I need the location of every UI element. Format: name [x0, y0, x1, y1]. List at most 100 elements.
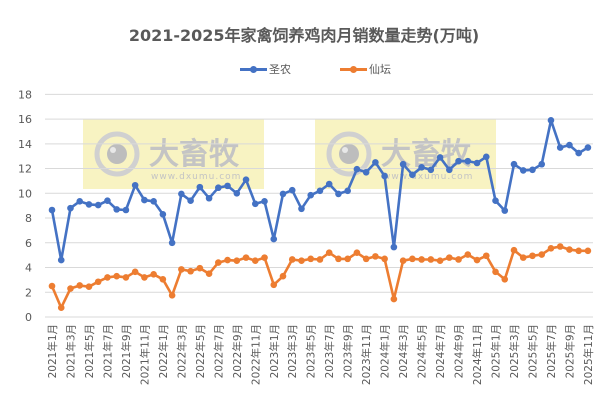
data-point[interactable] [288, 256, 296, 263]
data-point[interactable] [464, 157, 472, 165]
data-point[interactable] [446, 254, 453, 261]
data-point[interactable] [242, 176, 250, 183]
data-point[interactable] [261, 254, 268, 261]
data-point[interactable] [492, 197, 499, 205]
data-point[interactable] [455, 157, 462, 165]
data-point[interactable] [270, 235, 278, 243]
data-point[interactable] [205, 194, 213, 202]
data-point[interactable] [48, 206, 56, 214]
data-point[interactable] [427, 256, 435, 263]
data-point[interactable] [584, 247, 592, 255]
data-point[interactable] [159, 211, 167, 218]
data-point[interactable] [353, 249, 361, 256]
data-point[interactable] [399, 160, 407, 168]
data-point[interactable] [298, 257, 305, 265]
data-point[interactable] [418, 164, 425, 171]
data-point[interactable] [362, 168, 370, 176]
data-point[interactable] [76, 282, 84, 289]
data-point[interactable] [566, 246, 573, 253]
data-point[interactable] [233, 190, 241, 197]
data-point[interactable] [547, 245, 555, 252]
data-point[interactable] [436, 154, 444, 161]
data-point[interactable] [242, 254, 250, 261]
data-point[interactable] [584, 144, 592, 151]
data-point[interactable] [473, 256, 481, 264]
data-point[interactable] [159, 275, 167, 283]
data-point[interactable] [482, 153, 490, 161]
data-point[interactable] [205, 270, 213, 278]
data-point[interactable] [94, 201, 102, 209]
data-point[interactable] [57, 304, 65, 312]
data-point[interactable] [57, 256, 65, 264]
data-point[interactable] [224, 256, 231, 264]
data-point[interactable] [178, 266, 185, 273]
data-point[interactable] [178, 190, 185, 198]
data-point[interactable] [335, 190, 342, 198]
data-point[interactable] [224, 182, 231, 190]
data-point[interactable] [529, 252, 536, 260]
legend-item-xiantan[interactable]: 仙坛 [340, 61, 391, 77]
data-point[interactable] [196, 183, 204, 191]
data-point[interactable] [251, 257, 259, 265]
data-point[interactable] [141, 196, 148, 204]
data-point[interactable] [131, 268, 139, 276]
data-point[interactable] [482, 252, 490, 260]
data-point[interactable] [307, 191, 315, 199]
data-point[interactable] [556, 243, 564, 250]
data-point[interactable] [307, 255, 315, 263]
data-point[interactable] [251, 200, 259, 208]
data-point[interactable] [519, 254, 527, 261]
data-point[interactable] [122, 206, 130, 214]
data-point[interactable] [288, 186, 296, 194]
data-point[interactable] [390, 295, 398, 303]
data-point[interactable] [187, 197, 194, 205]
data-point[interactable] [510, 160, 518, 168]
data-point[interactable] [150, 271, 157, 278]
data-point[interactable] [279, 272, 287, 280]
data-point[interactable] [446, 166, 453, 174]
data-point[interactable] [381, 255, 388, 263]
data-point[interactable] [94, 278, 102, 286]
data-point[interactable] [362, 255, 370, 263]
data-point[interactable] [325, 249, 333, 256]
data-point[interactable] [353, 165, 361, 173]
data-point[interactable] [510, 246, 518, 254]
data-point[interactable] [575, 149, 582, 157]
data-point[interactable] [233, 257, 241, 265]
data-point[interactable] [131, 181, 139, 189]
data-point[interactable] [215, 259, 222, 266]
data-point[interactable] [85, 201, 93, 208]
data-point[interactable] [168, 292, 176, 299]
data-point[interactable] [501, 207, 509, 214]
data-point[interactable] [85, 283, 93, 290]
data-point[interactable] [113, 206, 120, 213]
data-point[interactable] [390, 243, 398, 251]
data-point[interactable] [372, 253, 379, 260]
data-point[interactable] [344, 255, 351, 263]
data-point[interactable] [372, 159, 379, 166]
data-point[interactable] [76, 198, 84, 205]
data-point[interactable] [381, 172, 388, 180]
data-point[interactable] [473, 159, 481, 167]
data-point[interactable] [316, 187, 324, 195]
data-point[interactable] [538, 251, 546, 258]
data-point[interactable] [168, 239, 176, 247]
data-point[interactable] [261, 198, 268, 205]
data-point[interactable] [279, 190, 287, 198]
data-point[interactable] [529, 166, 536, 174]
data-point[interactable] [122, 274, 130, 281]
data-point[interactable] [519, 167, 527, 174]
data-point[interactable] [150, 198, 157, 205]
data-point[interactable] [566, 141, 573, 149]
data-point[interactable] [409, 255, 416, 263]
data-point[interactable] [270, 281, 278, 289]
data-point[interactable] [547, 117, 555, 124]
data-point[interactable] [335, 255, 342, 263]
data-point[interactable] [48, 282, 56, 290]
data-point[interactable] [196, 264, 204, 272]
data-point[interactable] [399, 257, 407, 265]
data-point[interactable] [492, 268, 499, 276]
data-point[interactable] [104, 274, 111, 281]
data-point[interactable] [418, 256, 425, 263]
data-point[interactable] [67, 285, 74, 292]
